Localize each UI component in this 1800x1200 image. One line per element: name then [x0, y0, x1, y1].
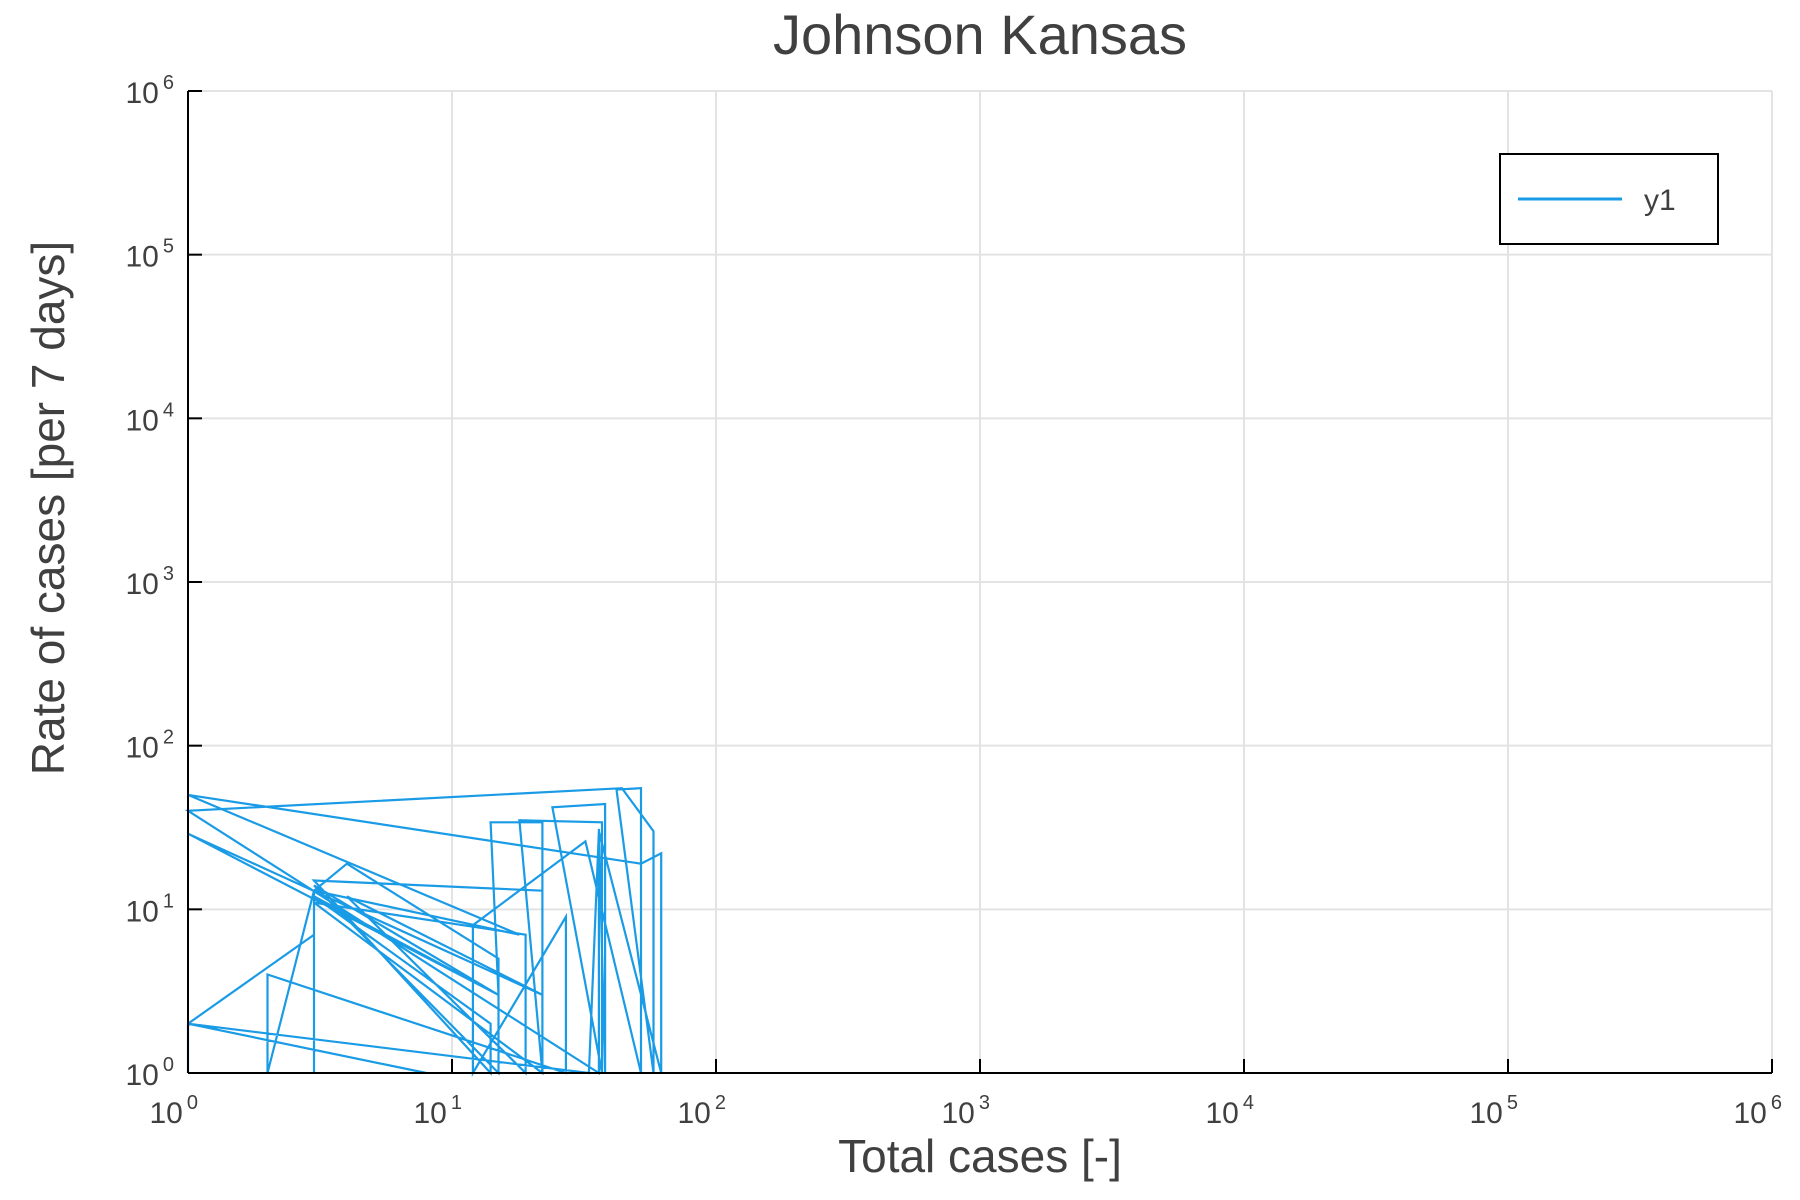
y-tick-label-6: 10 6 [126, 72, 175, 110]
y-tick-label-4: 10 4 [126, 399, 175, 437]
y-tick-label-2: 10 2 [126, 727, 175, 765]
x-tick-label-4: 10 4 [1206, 1092, 1255, 1130]
x-tick-label-2: 10 2 [678, 1092, 727, 1130]
grid [187, 90, 1773, 1074]
y-tick-label-0: 10 0 [126, 1054, 175, 1092]
y-tick-label-5: 10 5 [126, 236, 175, 274]
y-tick-label-3: 10 3 [126, 563, 175, 601]
axes [187, 90, 1773, 1074]
legend-label-y1: y1 [1644, 184, 1676, 217]
x-tick-label-6: 10 6 [1734, 1092, 1783, 1130]
x-tick-label-1: 10 1 [414, 1092, 463, 1130]
x-axis-label: Total cases [-] [838, 1130, 1122, 1182]
series-layer [184, 787, 663, 1077]
x-tick-label-0: 10 0 [150, 1092, 199, 1130]
x-tick-label-5: 10 5 [1470, 1092, 1519, 1130]
y-axis-label: Rate of cases [per 7 days] [22, 241, 74, 775]
series-line-y1 [184, 787, 663, 1077]
chart-title: Johnson Kansas [773, 3, 1187, 66]
legend: y1 [1499, 153, 1719, 245]
x-tick-label-3: 10 3 [942, 1092, 991, 1130]
tick-labels: 10 0 10 1 10 2 10 3 10 4 10 5 10 6 10 0 10 1 10 2 10 3 10 4 10 5 1… [126, 72, 1783, 1130]
y-tick-label-1: 10 1 [126, 890, 175, 928]
